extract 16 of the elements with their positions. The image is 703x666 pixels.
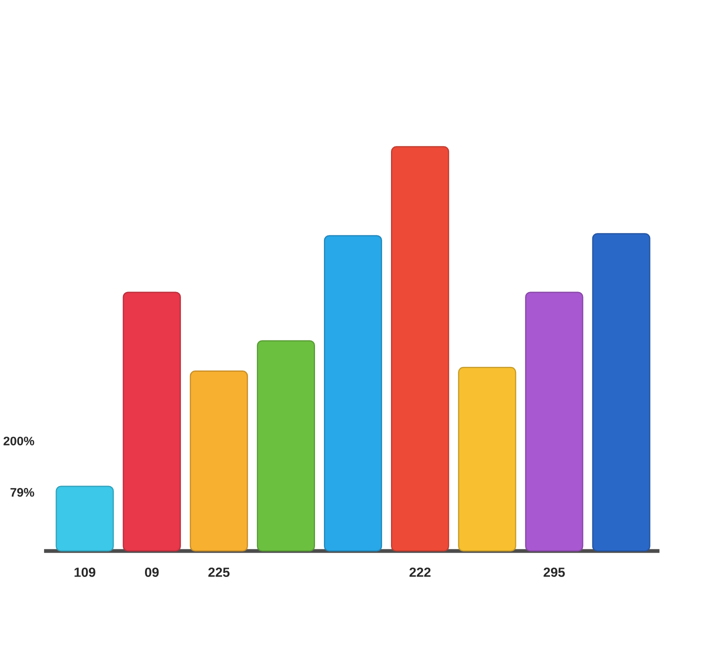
bar <box>56 486 114 552</box>
text: 79% <box>10 488 34 497</box>
bar <box>592 233 650 552</box>
bar <box>122 292 181 552</box>
text: 200% <box>4 436 34 446</box>
x-tick-label: 225 <box>208 568 230 578</box>
x-tick-label: 109 <box>74 568 96 578</box>
bar <box>391 146 450 552</box>
x-tick-label: 09 <box>145 568 159 578</box>
bar <box>458 367 516 552</box>
x-tick-label: 222 <box>410 568 431 578</box>
bar <box>324 235 382 552</box>
x-tick-label: 295 <box>544 568 565 578</box>
bar <box>190 370 248 552</box>
bar <box>525 292 584 552</box>
bar <box>256 340 316 552</box>
